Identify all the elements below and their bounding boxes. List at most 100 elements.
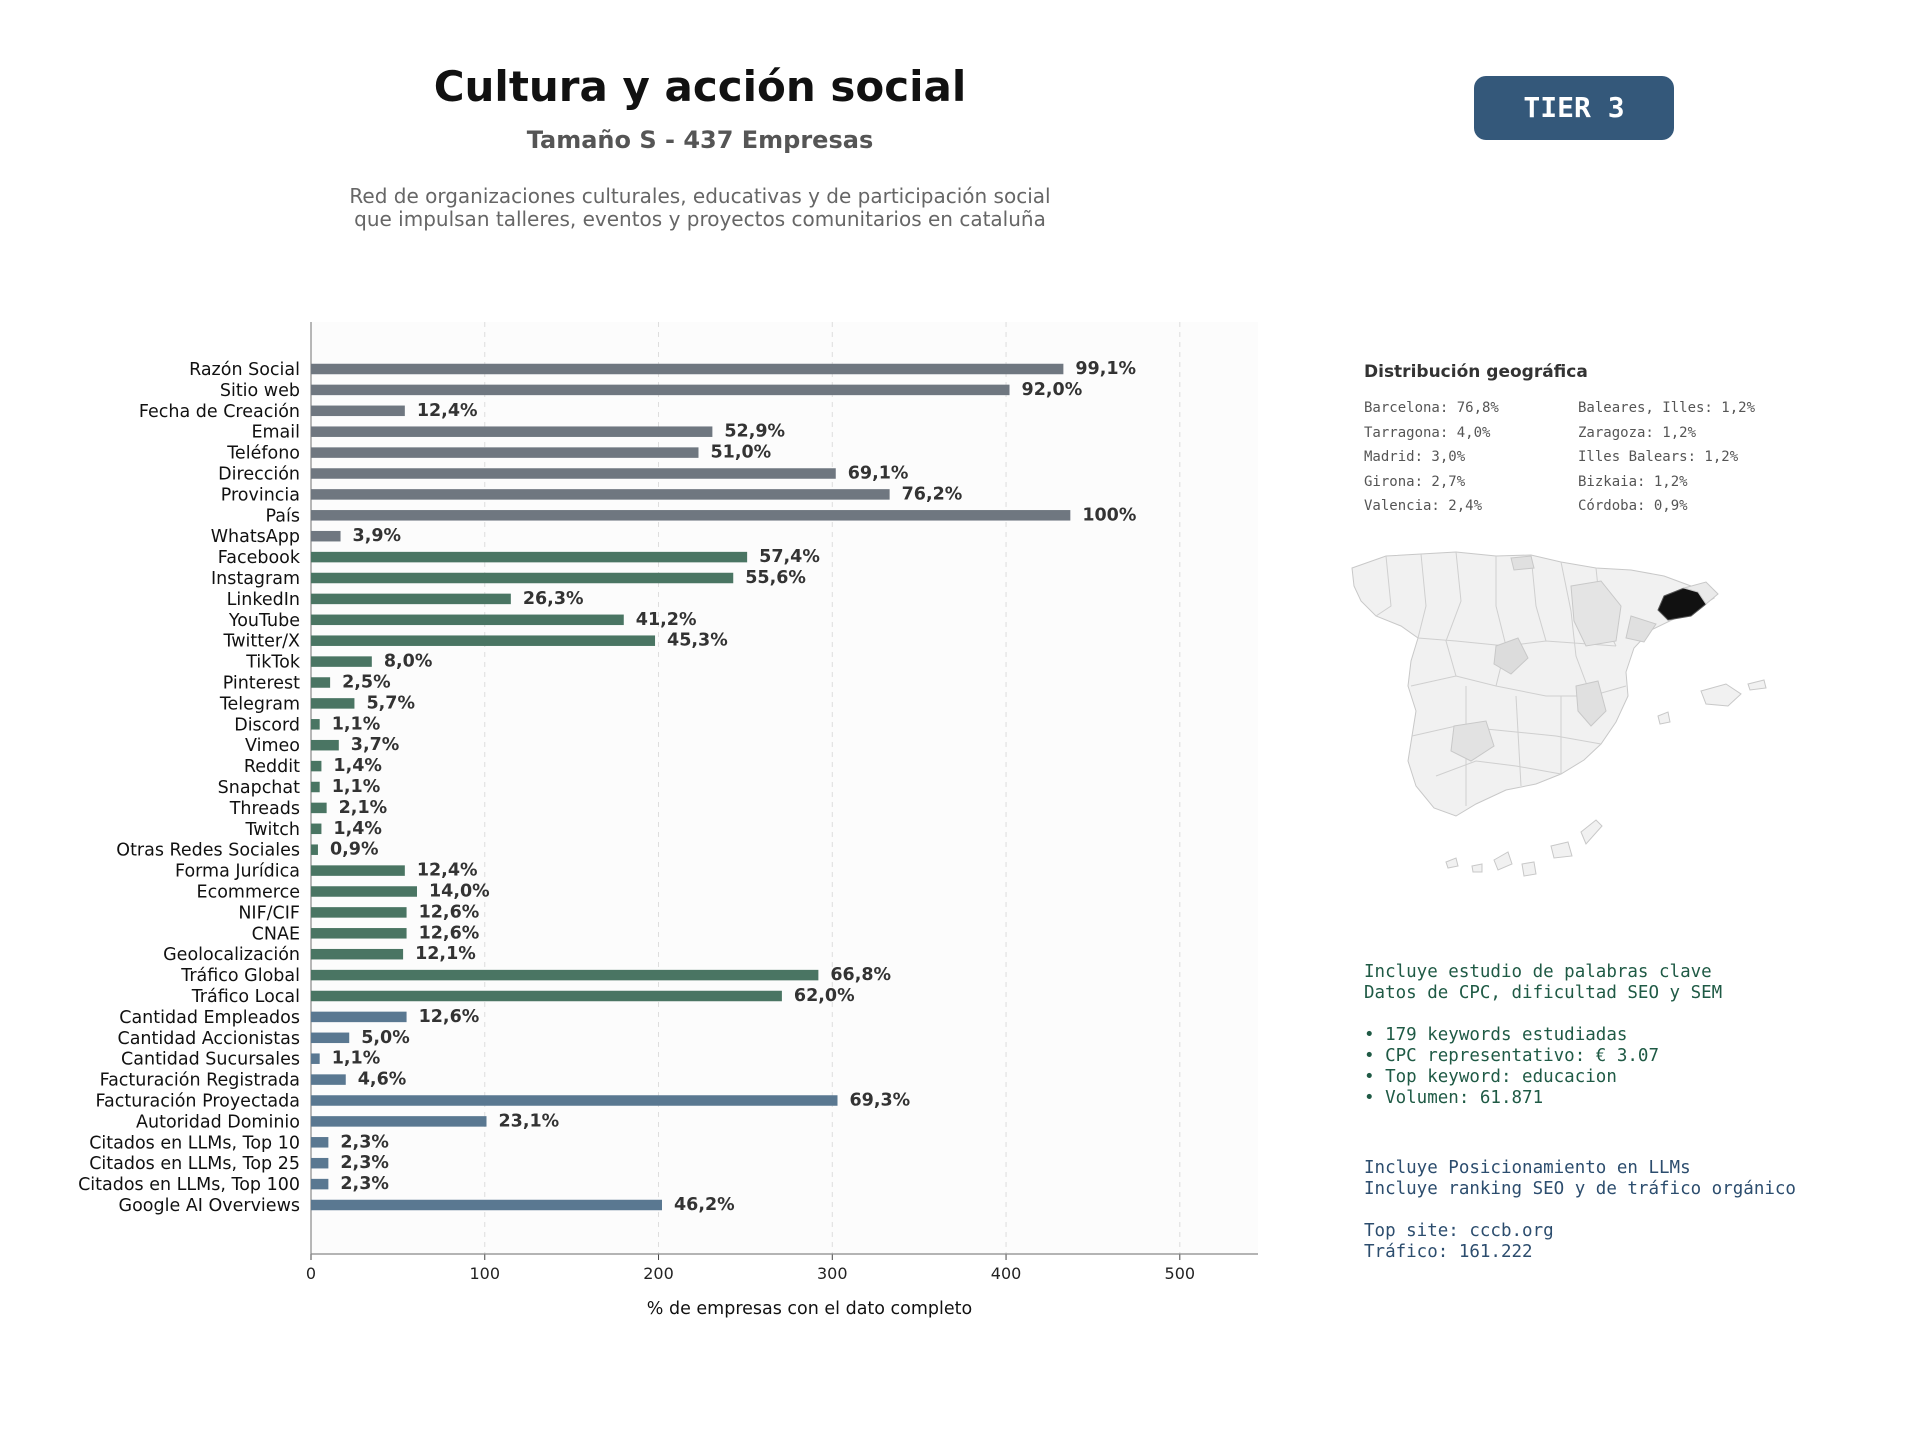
bar	[311, 823, 322, 835]
page-title: Cultura y acción social	[433, 62, 967, 111]
bar	[311, 551, 748, 563]
bar-value-label: 55,6%	[745, 568, 806, 588]
map-island-canary	[1580, 819, 1603, 845]
geo-item: Barcelona: 76,8%	[1364, 400, 1499, 416]
y-tick-label: Facebook	[218, 548, 301, 568]
bar	[311, 1074, 346, 1085]
bar	[311, 1032, 350, 1044]
y-tick-label: Citados en LLMs, Top 100	[78, 1175, 300, 1195]
bar	[311, 928, 407, 939]
bar-value-label: 62,0%	[794, 986, 855, 1006]
y-tick-label: Google AI Overviews	[119, 1196, 300, 1216]
bar	[311, 1178, 329, 1190]
bar-value-label: 3,7%	[351, 735, 400, 755]
bar-value-label: 12,6%	[419, 902, 480, 922]
page-subtitle: Tamaño S - 437 Empresas	[526, 126, 874, 154]
x-tick-label: 400	[991, 1264, 1022, 1283]
bar-value-label: 12,1%	[415, 944, 476, 964]
map-island-canary	[1550, 841, 1573, 859]
map-mainland	[1351, 551, 1716, 817]
map-island-menorca	[1747, 679, 1767, 691]
y-tick-label: Pinterest	[223, 674, 300, 694]
bar-value-label: 46,2%	[674, 1195, 735, 1215]
bar	[311, 447, 699, 458]
tier-badge: TIER 3	[1474, 76, 1674, 140]
y-tick-label: Sitio web	[220, 381, 300, 401]
keywords-info: Incluye estudio de palabras clave Datos …	[1364, 962, 1722, 1109]
y-tick-label: NIF/CIF	[238, 903, 300, 923]
bar-value-label: 2,3%	[340, 1174, 389, 1194]
y-tick-label: Tráfico Local	[191, 987, 300, 1007]
map-island-ibiza	[1657, 711, 1671, 725]
bar-value-label: 3,9%	[353, 526, 402, 546]
y-tick-label: Snapchat	[218, 778, 300, 798]
geo-item: Tarragona: 4,0%	[1364, 424, 1491, 441]
bar-value-label: 4,6%	[358, 1070, 407, 1090]
bar-value-label: 5,0%	[361, 1028, 410, 1048]
bar	[311, 739, 339, 751]
keywords-line: Incluye estudio de palabras clave	[1364, 962, 1712, 982]
y-tick-label: Otras Redes Sociales	[116, 841, 300, 861]
geo-item: Girona: 2,7%	[1364, 473, 1466, 490]
y-tick-label: Facturación Proyectada	[96, 1092, 300, 1112]
y-tick-label: Twitter/X	[222, 632, 300, 652]
llm-detail: Tráfico: 161.222	[1364, 1242, 1533, 1262]
bar-value-label: 0,9%	[330, 840, 379, 860]
y-tick-label: Discord	[234, 715, 300, 735]
bar-value-label: 41,2%	[636, 610, 697, 630]
map-province-girona	[1682, 581, 1719, 605]
bar	[311, 907, 407, 918]
y-tick-label: Forma Jurídica	[175, 862, 300, 882]
bar-value-label: 69,3%	[849, 1091, 910, 1111]
bar-value-label: 52,9%	[724, 422, 785, 442]
bar	[311, 656, 372, 667]
geo-item: Illes Balears: 1,2%	[1578, 449, 1739, 465]
bar	[311, 1137, 329, 1148]
keywords-line: Datos de CPC, dificultad SEO y SEM	[1364, 983, 1723, 1003]
bar-value-label: 1,1%	[332, 714, 381, 734]
map-province-cordoba	[1450, 720, 1495, 762]
y-tick-label: CNAE	[252, 924, 300, 944]
bar	[311, 530, 341, 542]
bar	[311, 1053, 320, 1064]
x-tick-label: 100	[469, 1264, 500, 1283]
y-tick-label: Cantidad Accionistas	[117, 1029, 300, 1049]
y-tick-label: Cantidad Empleados	[119, 1008, 300, 1028]
bar	[311, 1199, 662, 1211]
bar-value-label: 99,1%	[1075, 359, 1136, 379]
bar	[311, 677, 331, 688]
bar-value-label: 57,4%	[759, 547, 820, 567]
bar-value-label: 12,4%	[417, 861, 478, 881]
completeness-bar-chart: 0 100 200 300 400 500 Razón Social 99,1% Sitio w…	[78, 322, 1258, 1319]
bar	[311, 990, 782, 1002]
y-tick-label: País	[266, 506, 300, 526]
bar-value-label: 2,1%	[339, 798, 388, 818]
bar	[311, 593, 511, 605]
bar	[311, 405, 405, 417]
y-tick-label: Reddit	[244, 757, 300, 777]
bar-value-label: 76,2%	[902, 484, 963, 504]
y-tick-label: Cantidad Sucursales	[121, 1050, 300, 1070]
bar-value-label: 69,1%	[848, 464, 909, 484]
bar	[311, 698, 355, 709]
bar	[311, 1116, 487, 1127]
bar	[311, 572, 734, 584]
geo-distribution-list: Barcelona: 76,8% Baleares, Illes: 1,2% T…	[1364, 400, 1784, 514]
bar-value-label: 2,3%	[340, 1153, 389, 1173]
bar-value-label: 51,0%	[710, 443, 771, 463]
bar	[311, 510, 1071, 521]
x-tick-label: 300	[817, 1264, 848, 1283]
y-tick-label: Facturación Registrada	[100, 1071, 300, 1091]
plot-background	[311, 322, 1258, 1254]
y-tick-label: Autoridad Dominio	[136, 1112, 300, 1132]
bar-value-label: 45,3%	[667, 631, 728, 651]
bar	[311, 802, 327, 814]
bar	[311, 384, 1010, 396]
llm-detail: Top site: cccb.org	[1364, 1221, 1554, 1241]
x-tick-label: 500	[1165, 1264, 1196, 1283]
bar-value-label: 66,8%	[830, 965, 891, 985]
geo-item: Zaragoza: 1,2%	[1578, 424, 1697, 441]
map-island-mallorca	[1700, 683, 1742, 707]
geo-item: Madrid: 3,0%	[1364, 449, 1466, 465]
y-tick-label: Provincia	[221, 485, 300, 505]
